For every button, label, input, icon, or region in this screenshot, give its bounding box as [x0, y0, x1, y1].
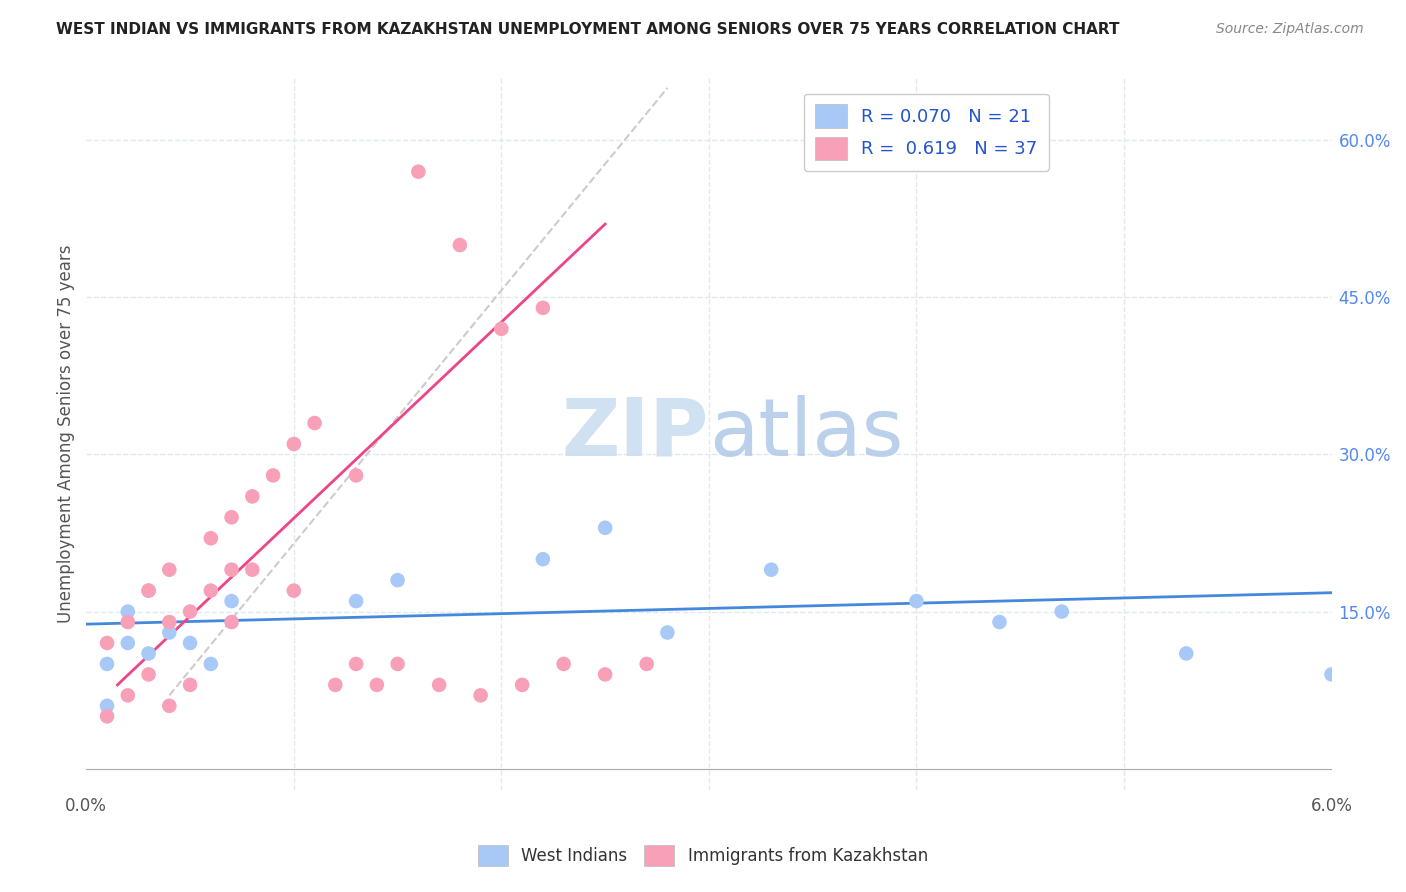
- Point: [344, 468, 367, 483]
- Text: WEST INDIAN VS IMMIGRANTS FROM KAZAKHSTAN UNEMPLOYMENT AMONG SENIORS OVER 75 YEA: WEST INDIAN VS IMMIGRANTS FROM KAZAKHSTA…: [56, 22, 1119, 37]
- Point: [988, 615, 1011, 629]
- Point: [117, 615, 139, 629]
- Point: [96, 636, 118, 650]
- Point: [759, 563, 782, 577]
- Point: [636, 657, 658, 671]
- Point: [200, 657, 222, 671]
- Point: [387, 573, 409, 587]
- Point: [593, 667, 616, 681]
- Legend: R = 0.070   N = 21, R =  0.619   N = 37: R = 0.070 N = 21, R = 0.619 N = 37: [804, 94, 1049, 170]
- Point: [262, 468, 284, 483]
- Text: ZIP: ZIP: [561, 394, 709, 473]
- Point: [283, 437, 305, 451]
- Point: [491, 322, 513, 336]
- Point: [179, 636, 201, 650]
- Point: [344, 594, 367, 608]
- Point: [1320, 667, 1343, 681]
- Text: atlas: atlas: [709, 394, 903, 473]
- Point: [200, 583, 222, 598]
- Point: [366, 678, 388, 692]
- Point: [553, 657, 575, 671]
- Point: [117, 605, 139, 619]
- Point: [240, 563, 263, 577]
- Point: [179, 678, 201, 692]
- Point: [283, 583, 305, 598]
- Point: [470, 689, 492, 703]
- Point: [221, 615, 243, 629]
- Point: [138, 667, 160, 681]
- Text: Source: ZipAtlas.com: Source: ZipAtlas.com: [1216, 22, 1364, 37]
- Point: [117, 689, 139, 703]
- Point: [905, 594, 928, 608]
- Point: [240, 489, 263, 503]
- Y-axis label: Unemployment Among Seniors over 75 years: Unemployment Among Seniors over 75 years: [58, 244, 75, 623]
- Point: [1050, 605, 1073, 619]
- Point: [157, 563, 180, 577]
- Point: [138, 583, 160, 598]
- Point: [657, 625, 679, 640]
- Point: [96, 709, 118, 723]
- Point: [117, 636, 139, 650]
- Point: [157, 615, 180, 629]
- Point: [96, 657, 118, 671]
- Point: [531, 552, 554, 566]
- Point: [427, 678, 450, 692]
- Point: [304, 416, 326, 430]
- Point: [221, 594, 243, 608]
- Point: [593, 521, 616, 535]
- Point: [325, 678, 347, 692]
- Point: [408, 164, 430, 178]
- Legend: West Indians, Immigrants from Kazakhstan: West Indians, Immigrants from Kazakhstan: [471, 838, 935, 873]
- Point: [179, 605, 201, 619]
- Point: [531, 301, 554, 315]
- Point: [157, 698, 180, 713]
- Point: [221, 510, 243, 524]
- Point: [1175, 647, 1198, 661]
- Point: [221, 563, 243, 577]
- Point: [449, 238, 471, 252]
- Point: [200, 531, 222, 545]
- Point: [138, 647, 160, 661]
- Point: [96, 698, 118, 713]
- Point: [387, 657, 409, 671]
- Point: [157, 625, 180, 640]
- Point: [510, 678, 533, 692]
- Point: [138, 583, 160, 598]
- Point: [344, 657, 367, 671]
